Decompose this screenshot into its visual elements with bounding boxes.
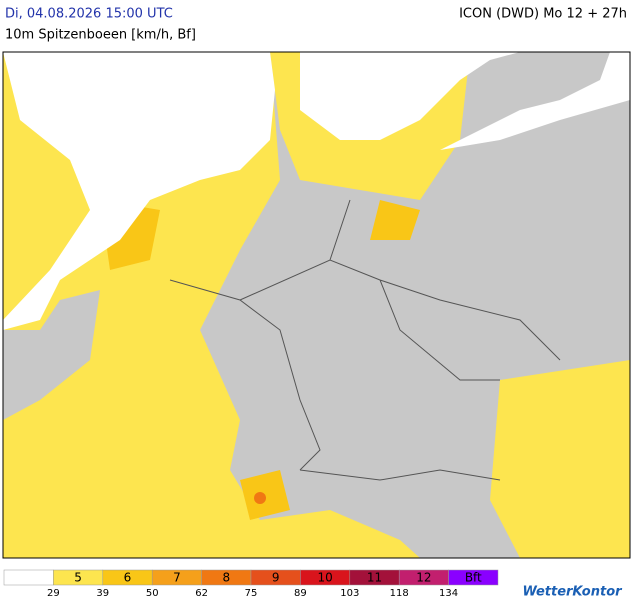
threshold-label: 62 <box>195 588 208 599</box>
legend-box <box>448 569 499 586</box>
threshold-label: 29 <box>47 588 60 599</box>
model-run: ICON (DWD) Mo 12 + 27h <box>459 7 627 22</box>
threshold-label: 134 <box>439 588 458 599</box>
legend-box <box>3 569 54 586</box>
map <box>2 51 631 559</box>
legend-label: Bft <box>465 571 482 585</box>
legend-label: 6 <box>124 571 132 585</box>
legend-label: 8 <box>222 571 230 585</box>
threshold-label: 89 <box>294 588 307 599</box>
legend-label: 7 <box>173 571 181 585</box>
threshold-label: 39 <box>96 588 109 599</box>
legend-label: 5 <box>74 571 82 585</box>
brand: WetterKontor <box>522 585 623 600</box>
legend-label: 12 <box>416 571 431 585</box>
threshold-label: 50 <box>146 588 159 599</box>
parameter: 10m Spitzenboeen [km/h, Bf] <box>5 28 196 43</box>
threshold-label: 75 <box>245 588 258 599</box>
legend-label: 10 <box>317 571 332 585</box>
date: Di, 04.08.2026 15:00 UTC <box>5 7 173 22</box>
threshold-label: 118 <box>390 588 409 599</box>
threshold-label: 103 <box>340 588 359 599</box>
legend-label: 9 <box>272 571 280 585</box>
legend-label: 11 <box>367 571 382 585</box>
